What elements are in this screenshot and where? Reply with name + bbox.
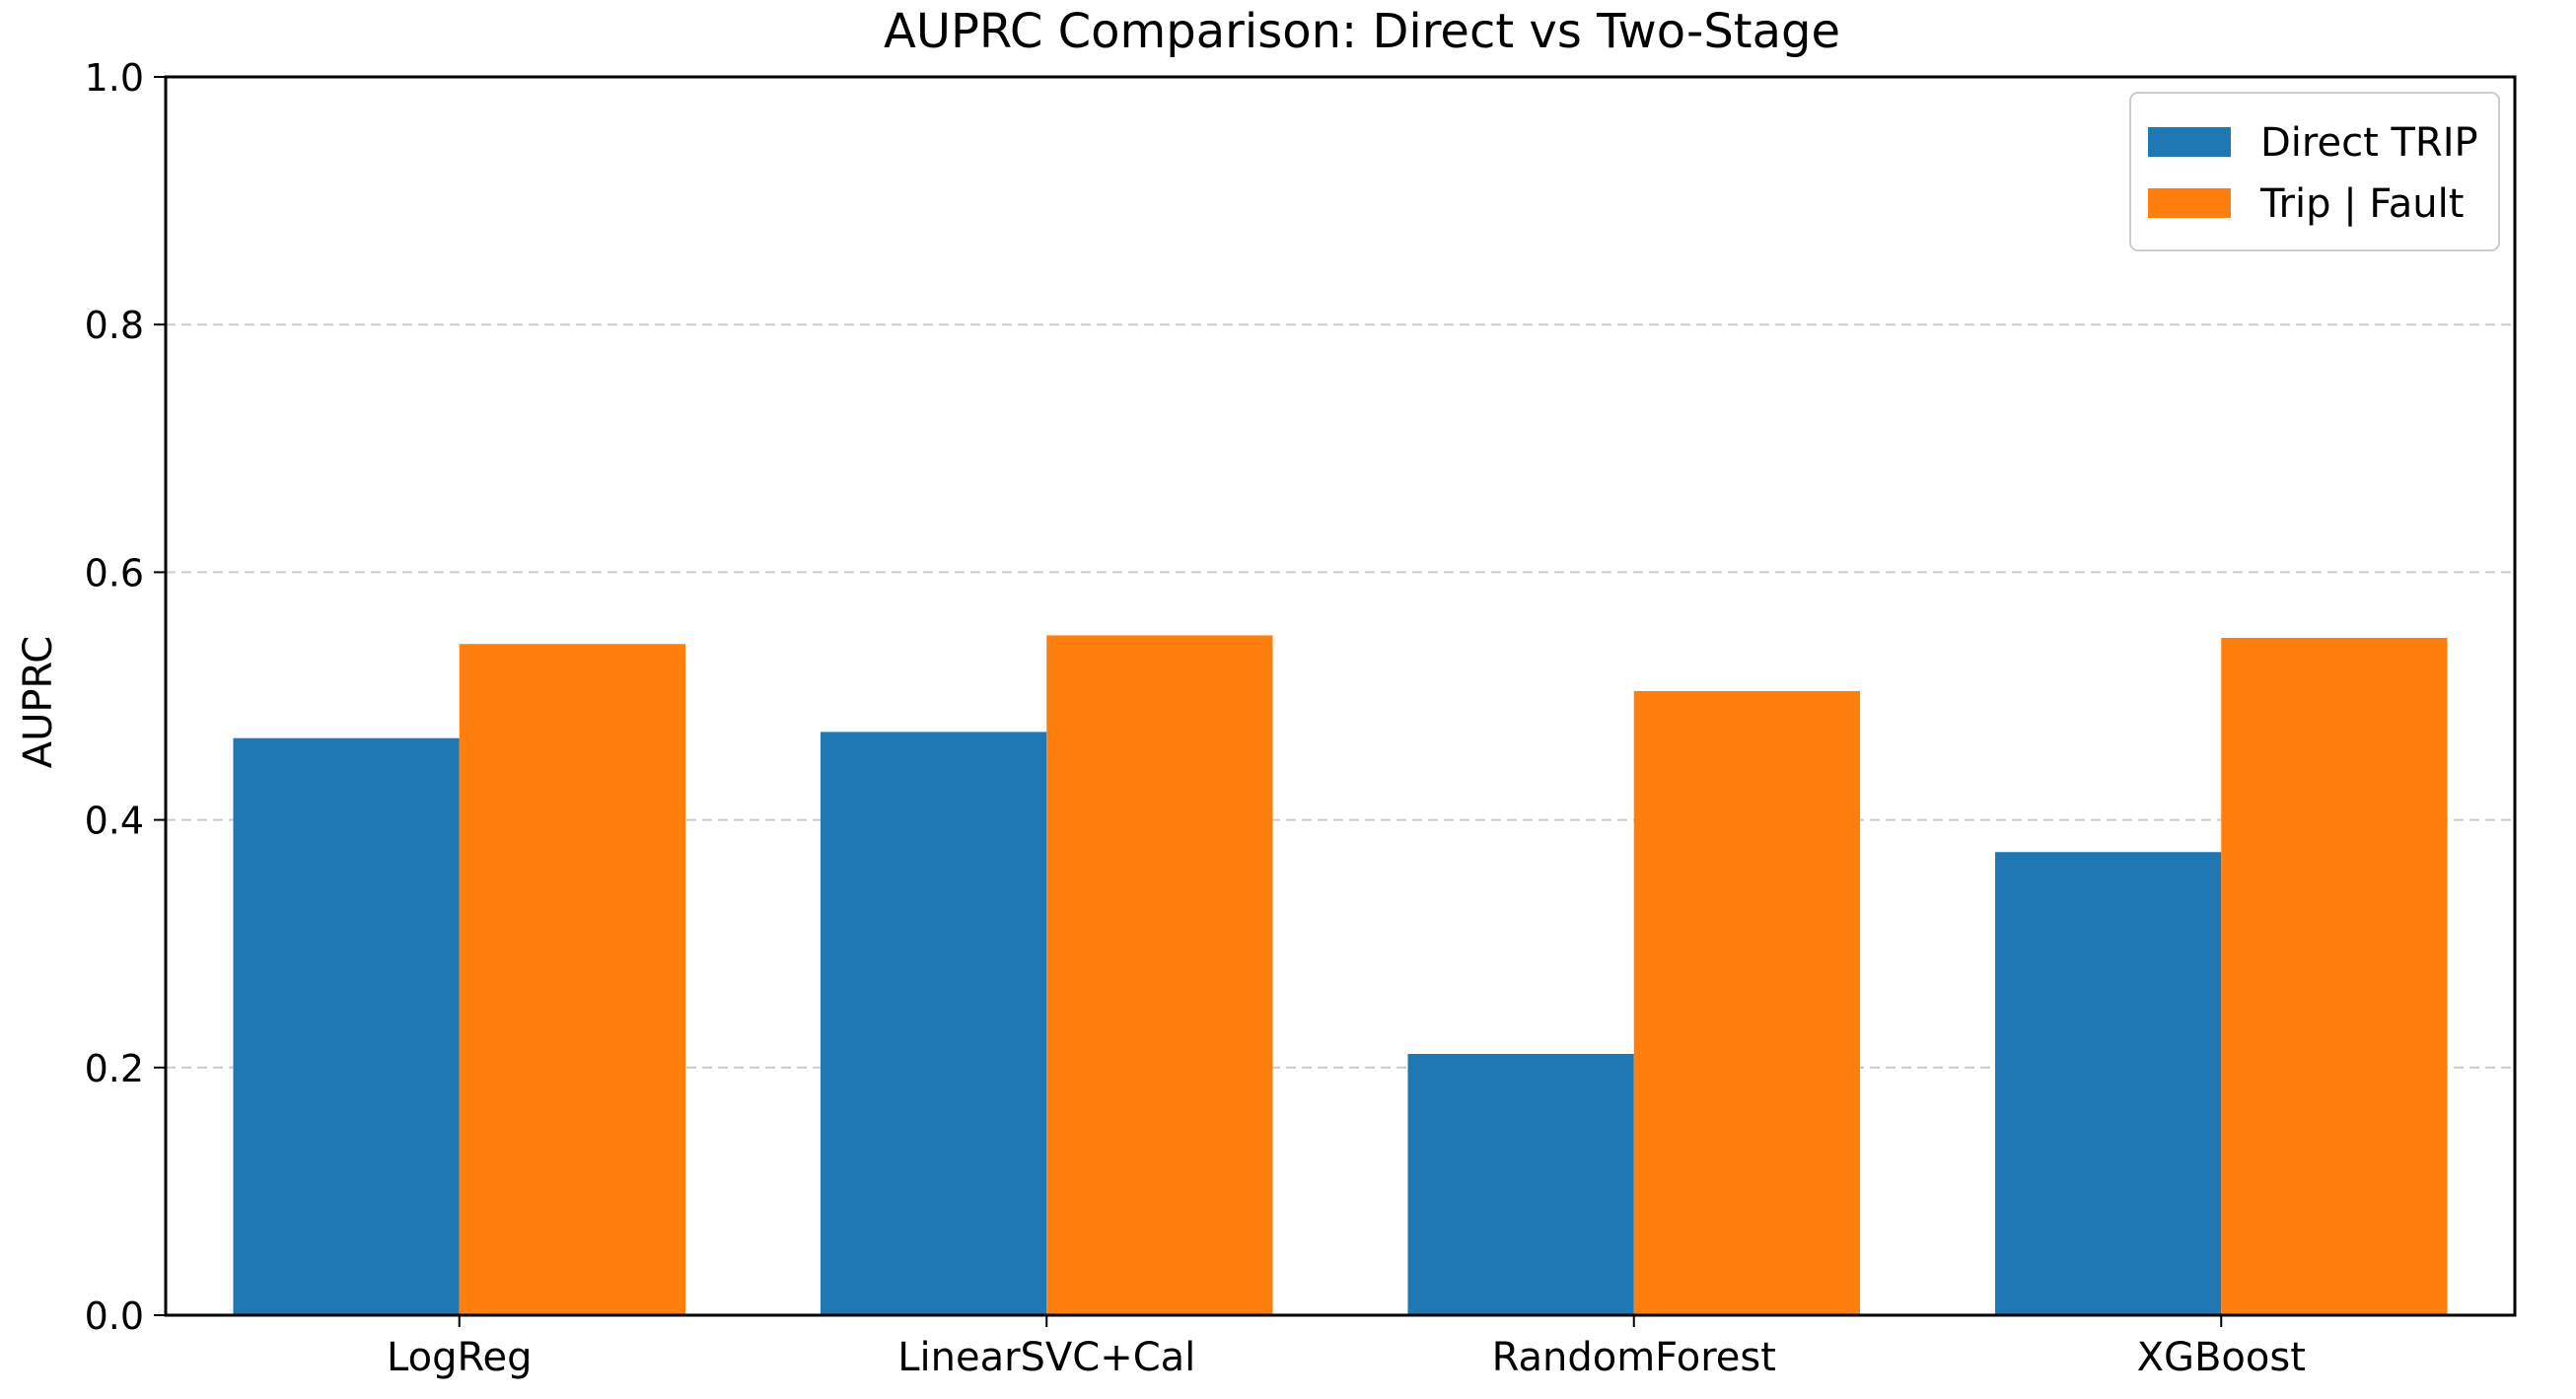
- bar-trip-fault: [1046, 635, 1273, 1315]
- y-tick-label: 0.4: [85, 800, 144, 843]
- bar-direct-trip: [1994, 852, 2222, 1315]
- y-tick-label: 0.6: [85, 551, 144, 595]
- y-tick-label: 0.2: [85, 1047, 144, 1090]
- x-tick-label: XGBoost: [2137, 1335, 2306, 1380]
- bar-trip-fault: [2221, 637, 2448, 1315]
- bar-trip-fault: [1633, 690, 1861, 1315]
- y-tick-label: 1.0: [85, 56, 144, 100]
- axes: [154, 75, 2517, 1327]
- legend: Direct TRIP Trip | Fault: [2129, 92, 2500, 251]
- legend-swatch: [2148, 127, 2231, 157]
- x-tick-label: LogReg: [387, 1335, 532, 1380]
- bars: [233, 635, 2448, 1315]
- tick-labels: 0.0 0.2 0.4 0.6 0.8 1.0 LogReg LinearSVC+Cal Ran…: [85, 56, 2306, 1380]
- y-axis-label: AUPRC: [16, 636, 61, 769]
- x-tick-label: LinearSVC+Cal: [897, 1335, 1195, 1380]
- y-tick-label: 0.0: [85, 1294, 144, 1338]
- x-tick-label: RandomForest: [1492, 1335, 1776, 1380]
- legend-entry-label: Trip | Fault: [2259, 181, 2464, 227]
- bar-direct-trip: [233, 737, 460, 1315]
- legend-entry-label: Direct TRIP: [2260, 120, 2478, 166]
- chart-title: AUPRC Comparison: Direct vs Two-Stage: [884, 4, 1840, 59]
- bar-direct-trip: [1407, 1053, 1634, 1315]
- legend-swatch: [2148, 188, 2231, 218]
- legend-box: [2129, 92, 2500, 251]
- plot-frame: [164, 75, 2517, 1317]
- y-tick-label: 0.8: [85, 304, 144, 347]
- bar-direct-trip: [820, 732, 1047, 1315]
- bar-trip-fault: [459, 644, 686, 1315]
